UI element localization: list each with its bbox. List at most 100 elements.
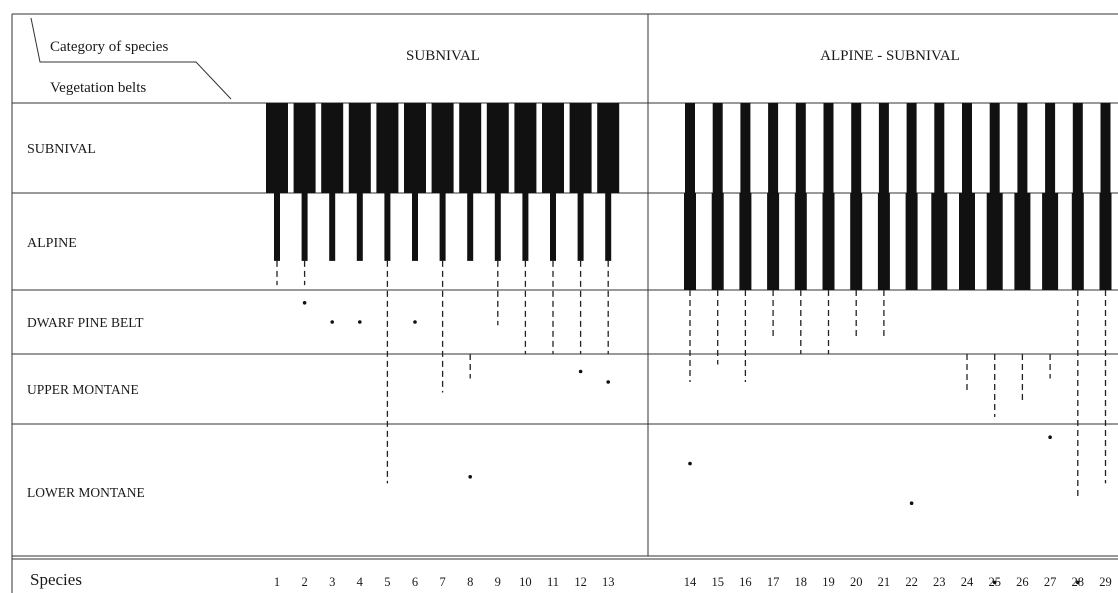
belt-bar-narrow	[384, 193, 391, 261]
species-number-6: 6	[412, 575, 418, 589]
species-number-15: 15	[711, 575, 724, 589]
corner-label-belts: Vegetation belts	[50, 80, 146, 96]
species-column-18	[794, 103, 807, 354]
species-number-26: 26	[1016, 575, 1029, 589]
species-column-7	[431, 103, 454, 393]
species-number-28: 28	[1072, 575, 1085, 589]
corner-label-category: Category of species	[50, 39, 168, 55]
species-column-9	[486, 103, 509, 326]
belt-bar-main	[348, 103, 371, 193]
species-number-19: 19	[822, 575, 835, 589]
species-number-25: 25	[988, 575, 1001, 589]
species-column-19	[822, 103, 835, 354]
row-label-lower-montane: LOWER MONTANE	[27, 485, 145, 500]
belt-bar-main	[459, 103, 482, 193]
belt-bar-main	[542, 103, 564, 193]
species-column-15	[711, 103, 724, 365]
belt-bar-narrow	[439, 193, 446, 261]
species-number-18: 18	[795, 575, 808, 589]
belt-bar-main	[266, 103, 288, 193]
belt-bar-main	[431, 103, 454, 193]
species-number-20: 20	[850, 575, 863, 589]
belt-bar-narrow	[989, 103, 1000, 193]
belt-bar-main	[404, 103, 426, 193]
species-column-25	[986, 103, 1003, 585]
belt-bar-narrow	[712, 103, 723, 193]
species-column-24	[959, 103, 975, 393]
belt-bar-narrow	[1017, 103, 1028, 193]
belt-bar-main	[1071, 193, 1084, 290]
belt-bar-main	[569, 103, 592, 193]
species-number-3: 3	[329, 575, 335, 589]
species-column-21	[877, 103, 890, 338]
species-number-22: 22	[905, 575, 918, 589]
species-axis-label: Species	[30, 570, 82, 589]
species-column-26	[1014, 103, 1031, 403]
belt-bar-main	[931, 193, 948, 290]
belt-bar-main	[877, 193, 890, 290]
species-number-23: 23	[933, 575, 946, 589]
species-column-11	[542, 103, 564, 354]
belt-bar-main	[486, 103, 509, 193]
species-number-9: 9	[495, 575, 501, 589]
species-column-12	[569, 103, 592, 374]
belt-bar-narrow	[740, 103, 751, 193]
belt-bar-main	[597, 103, 620, 193]
species-column-4	[348, 103, 371, 324]
table-frame	[11, 13, 1118, 593]
row-label-alpine: ALPINE	[27, 236, 77, 251]
species-column-28	[1071, 103, 1084, 585]
belt-bar-narrow	[412, 193, 418, 261]
species-number-17: 17	[767, 575, 780, 589]
table-labels: Category of species Vegetation belts SUB…	[27, 39, 960, 589]
species-number-13: 13	[602, 575, 615, 589]
belt-bar-main	[822, 193, 835, 290]
belt-bar-main	[1014, 193, 1031, 290]
occurrence-dot	[330, 320, 335, 324]
belt-bar-main	[293, 103, 316, 193]
species-column-22	[905, 103, 918, 506]
belt-bar-main	[1099, 193, 1112, 290]
belt-bar-main	[711, 193, 724, 290]
belt-bar-narrow	[301, 193, 308, 261]
species-column-29	[1099, 103, 1112, 484]
belt-bar-narrow	[605, 193, 612, 261]
species-column-13	[597, 103, 620, 384]
species-number-4: 4	[357, 575, 364, 589]
belt-bar-main	[1042, 193, 1059, 290]
species-number-24: 24	[961, 575, 974, 589]
species-number-11: 11	[547, 575, 559, 589]
occurrence-dot	[468, 475, 473, 479]
species-column-8	[459, 103, 482, 479]
species-column-14	[684, 103, 696, 466]
species-number-29: 29	[1099, 575, 1112, 589]
belt-bar-narrow	[685, 103, 695, 193]
belt-bar-main	[321, 103, 344, 193]
occurrence-dot	[302, 301, 307, 305]
belt-bar-narrow	[906, 103, 917, 193]
species-number-12: 12	[574, 575, 587, 589]
belt-bar-main	[739, 193, 752, 290]
belt-bar-narrow	[522, 193, 529, 261]
belt-bar-main	[905, 193, 918, 290]
species-number-21: 21	[878, 575, 891, 589]
occurrence-dot	[688, 461, 692, 466]
occurrence-dot	[413, 320, 417, 324]
belt-bar-narrow	[795, 103, 806, 193]
row-label-dwarf-pine: DWARF PINE BELT	[27, 315, 144, 330]
occurrence-dot	[578, 369, 583, 374]
species-number-16: 16	[739, 575, 752, 589]
belt-bar-narrow	[577, 193, 584, 261]
species-column-27	[1042, 103, 1059, 440]
belt-bar-narrow	[494, 193, 501, 261]
species-number-10: 10	[519, 575, 532, 589]
species-column-17	[767, 103, 780, 338]
belt-bar-main	[986, 193, 1003, 290]
group-header-subnival: SUBNIVAL	[406, 48, 480, 64]
belt-bar-narrow	[329, 193, 336, 261]
belt-bar-narrow	[823, 103, 834, 193]
belt-bar-narrow	[962, 103, 972, 193]
corner-diagonal	[30, 17, 232, 100]
occurrence-dot	[1076, 580, 1080, 585]
